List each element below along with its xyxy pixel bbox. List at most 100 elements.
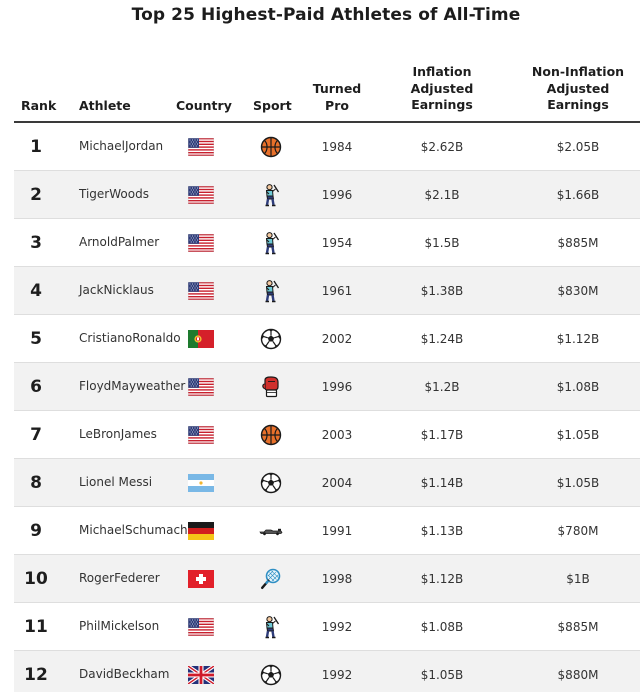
inflation-adjusted-earnings: $1.38B xyxy=(420,283,464,298)
header-inflation-line-3: Earnings xyxy=(411,97,473,112)
header-turned-pro: Turned Pro xyxy=(307,81,367,114)
table-row: 5 Cristiano Ronaldo 2002 $1.24B $1.12B xyxy=(14,315,640,363)
turned-pro-year: 1996 xyxy=(321,187,353,202)
table-row: 9 Michael Schumacher 1991 $1.13B $780M xyxy=(14,507,640,555)
non-inflation-adjusted-earnings: $1.66B xyxy=(556,187,600,202)
athlete-name: Roger Federer xyxy=(79,555,184,602)
soccer-ball-icon xyxy=(258,459,284,506)
turned-pro-year: 1954 xyxy=(321,235,353,250)
table-row: 4 Jack Nicklaus 1961 $1.38B $8 xyxy=(14,267,640,315)
non-inflation-adjusted-earnings: $1.05B xyxy=(556,475,600,490)
rank-number: 4 xyxy=(30,280,42,301)
athlete-name: Arnold Palmer xyxy=(79,219,184,266)
header-turned-pro-line-2: Pro xyxy=(325,97,349,113)
portugal-flag-icon xyxy=(188,315,214,362)
header-country: Country xyxy=(176,98,232,113)
inflation-adjusted-earnings: $1.17B xyxy=(420,427,464,442)
header-rule xyxy=(14,121,640,123)
non-inflation-adjusted-earnings: $1.08B xyxy=(556,379,600,394)
rank-number: 9 xyxy=(30,520,42,541)
usa-flag-icon xyxy=(188,267,214,314)
basketball-icon xyxy=(258,411,284,458)
header-inflation-line-2: Adjusted xyxy=(410,80,474,96)
table-row: 7 LeBron James 2003 $1.17B $1.05B xyxy=(14,411,640,459)
soccer-ball-icon xyxy=(258,315,284,362)
athlete-name-line-1: Tiger xyxy=(79,187,110,201)
soccer-ball-icon xyxy=(258,651,284,692)
header-turned-pro-line-1: Turned xyxy=(312,81,362,96)
rank-number: 2 xyxy=(30,184,42,205)
table-row: 1 Michael Jordan 1984 $2.62B $2.05B xyxy=(14,123,640,171)
turned-pro-year: 1991 xyxy=(321,523,353,538)
turned-pro-year: 1984 xyxy=(321,139,353,154)
race-car-icon xyxy=(258,507,284,554)
table-row: 11 Phil Mickelson 1992 $1.08B xyxy=(14,603,640,651)
golfer-icon xyxy=(258,603,284,650)
inflation-adjusted-earnings: $1.13B xyxy=(420,523,464,538)
table-row: 6 Floyd Mayweather 1996 $1.2B $1.08B xyxy=(14,363,640,411)
rank-number: 5 xyxy=(30,328,42,349)
switzerland-flag-icon xyxy=(188,555,214,602)
turned-pro-year: 2003 xyxy=(321,427,353,442)
athlete-name: Lionel Messi xyxy=(79,459,184,506)
rank-number: 6 xyxy=(30,376,42,397)
header-inflation-line-1: Inflation xyxy=(412,64,472,79)
golfer-icon xyxy=(258,219,284,266)
header-sport: Sport xyxy=(253,98,292,113)
header-rank: Rank xyxy=(21,98,57,113)
turned-pro-year: 1961 xyxy=(321,283,353,298)
inflation-adjusted-earnings: $2.62B xyxy=(420,139,464,154)
table-row: 3 Arnold Palmer 1954 $1.5B $88 xyxy=(14,219,640,267)
turned-pro-year: 1992 xyxy=(321,667,353,682)
header-non-inflation-line-1: Non-Inflation xyxy=(531,64,625,79)
page-title: Top 25 Highest-Paid Athletes of All-Time xyxy=(131,5,521,25)
athlete-name: Cristiano Ronaldo xyxy=(79,315,184,362)
athlete-name-line-1: Arnold xyxy=(79,235,118,249)
rank-number: 8 xyxy=(30,472,42,493)
athlete-name-line-1: Floyd xyxy=(79,379,112,393)
athlete-name: Michael Jordan xyxy=(79,123,184,170)
boxing-glove-icon xyxy=(258,363,284,410)
athlete-name-line-2: Mickelson xyxy=(100,619,160,633)
rank-number: 10 xyxy=(24,568,48,589)
non-inflation-adjusted-earnings: $830M xyxy=(557,283,599,298)
athlete-name-line-2: Schumacher xyxy=(124,523,200,537)
header-non-inflation-line-2: Adjusted xyxy=(546,80,610,96)
table-row: 8 Lionel Messi 2004 $1.14B $1.05B xyxy=(14,459,640,507)
rank-number: 11 xyxy=(24,616,48,637)
non-inflation-adjusted-earnings: $1.05B xyxy=(556,427,600,442)
athlete-name-line-2: Palmer xyxy=(117,235,160,249)
non-inflation-adjusted-earnings: $880M xyxy=(557,667,599,682)
basketball-icon xyxy=(258,123,284,170)
inflation-adjusted-earnings: $1.2B xyxy=(424,379,460,394)
athlete-name-line-2: Nicklaus xyxy=(103,283,154,297)
inflation-adjusted-earnings: $1.24B xyxy=(420,331,464,346)
athlete-name: Jack Nicklaus xyxy=(79,267,184,314)
usa-flag-icon xyxy=(188,219,214,266)
header-inflation-adjusted: Inflation Adjusted Earnings xyxy=(400,64,484,114)
usa-flag-icon xyxy=(188,123,214,170)
turned-pro-year: 1996 xyxy=(321,379,353,394)
athlete-name-line-2: Woods xyxy=(109,187,149,201)
turned-pro-year: 1992 xyxy=(321,619,353,634)
non-inflation-adjusted-earnings: $1B xyxy=(566,571,590,586)
athlete-name-line-1: Lionel Messi xyxy=(79,475,153,489)
tennis-racket-icon xyxy=(258,555,284,602)
turned-pro-year: 1998 xyxy=(321,571,353,586)
athlete-name-line-1: Phil xyxy=(79,619,101,633)
germany-flag-icon xyxy=(188,507,214,554)
rank-number: 12 xyxy=(24,664,48,685)
athlete-name-line-2: Jordan xyxy=(124,139,164,153)
rank-number: 1 xyxy=(30,136,42,157)
non-inflation-adjusted-earnings: $2.05B xyxy=(556,139,600,154)
athlete-name-line-1: Cristiano xyxy=(79,331,133,345)
athlete-name-line-1: Jack xyxy=(79,283,104,297)
athlete-name: Tiger Woods xyxy=(79,171,184,218)
inflation-adjusted-earnings: $1.14B xyxy=(420,475,464,490)
athlete-name-line-1: LeBron xyxy=(79,427,121,441)
table-row: 10 Roger Federer 1998 $1.12B $1B xyxy=(14,555,640,603)
athletes-table-body: 1 Michael Jordan 1984 $2.62B $2.05B 2 T xyxy=(14,123,640,692)
table-row: 12 David Beckham 1992 $1.05B $880M xyxy=(14,651,640,692)
athlete-name: Phil Mickelson xyxy=(79,603,184,650)
